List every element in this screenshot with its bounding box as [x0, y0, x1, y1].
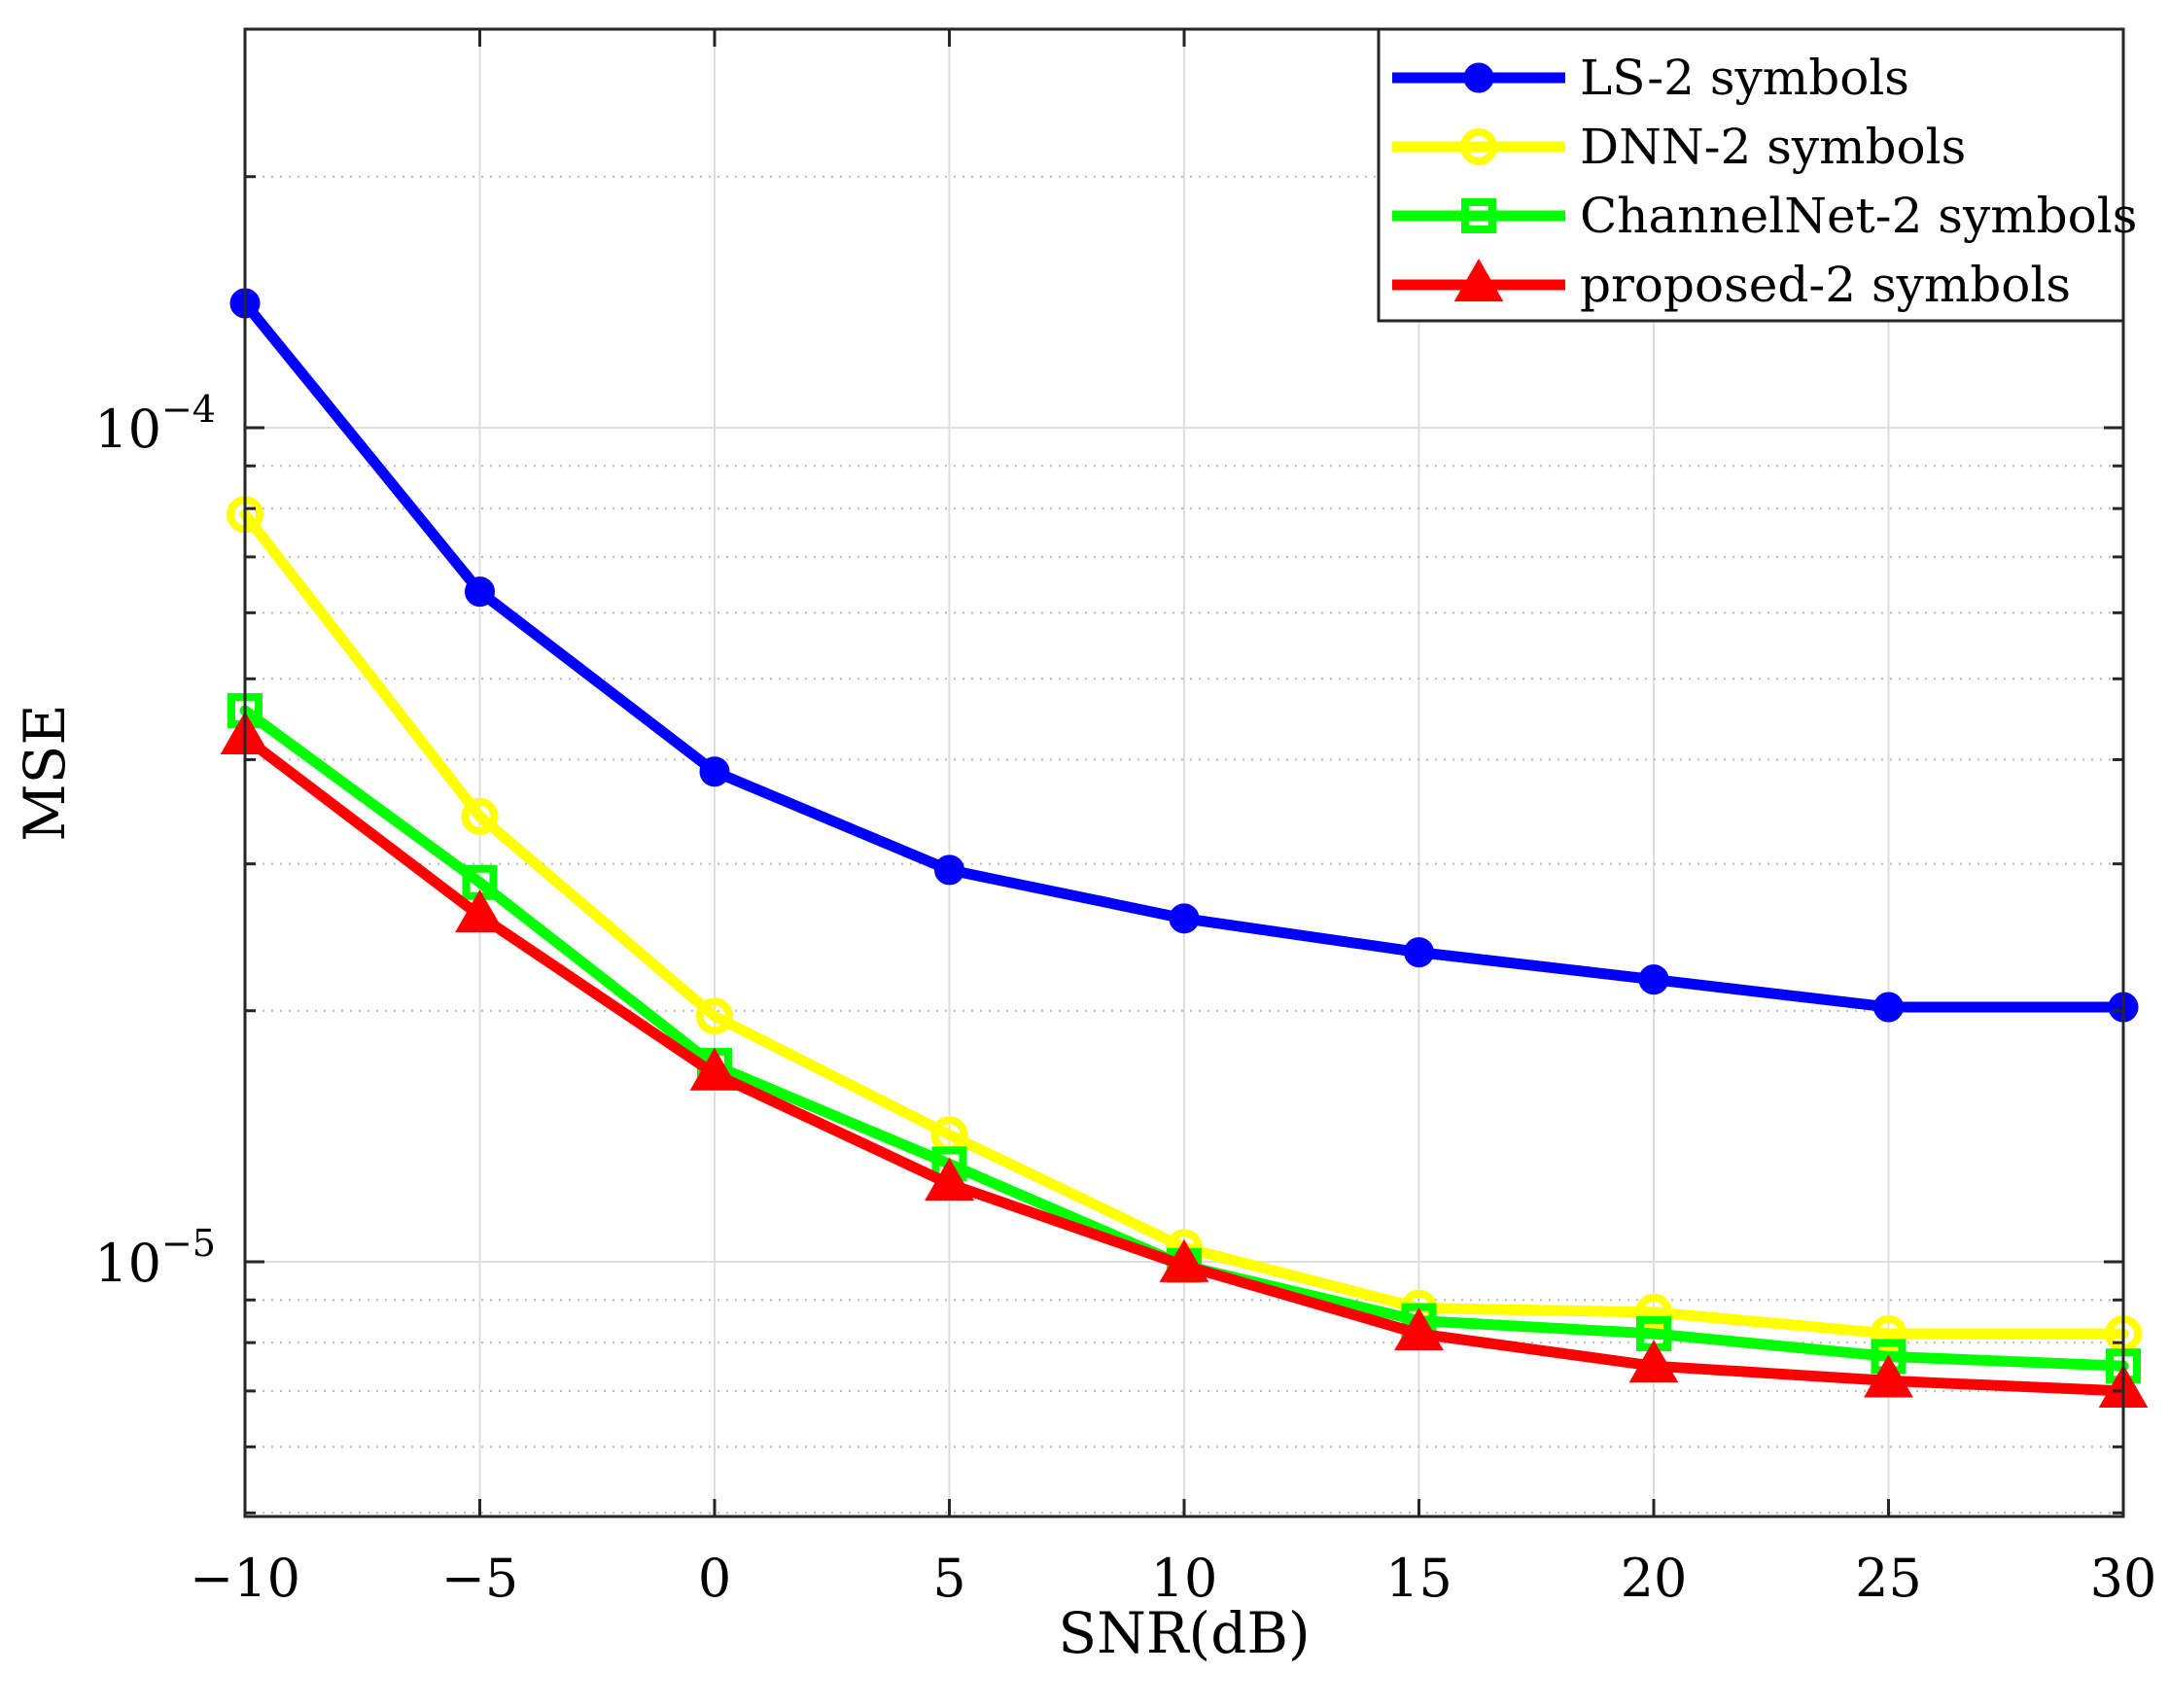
x-tick-label: 20 — [1621, 1548, 1688, 1609]
data-point — [689, 1047, 740, 1091]
data-point — [1873, 992, 1904, 1023]
data-point — [461, 797, 499, 835]
legend-label: proposed-2 symbols — [1580, 257, 2071, 313]
y-axis-title: MSE — [12, 704, 78, 841]
data-point — [1404, 937, 1434, 968]
y-tick-label: 10−4 — [94, 388, 216, 460]
legend-entry: DNN-2 symbols — [1392, 119, 1966, 175]
x-tick-label: 5 — [932, 1548, 965, 1609]
data-point — [465, 576, 495, 608]
data-point — [1638, 964, 1669, 995]
x-tick-label: 25 — [1855, 1548, 1922, 1609]
data-point — [1870, 1314, 1907, 1352]
data-point — [1394, 1307, 1444, 1351]
x-tick-label: −10 — [190, 1548, 300, 1609]
legend-label: LS-2 symbols — [1580, 50, 1909, 106]
x-tick-label: 10 — [1151, 1548, 1218, 1609]
x-tick-labels: −10 −5 0 5 10 15 20 25 30 — [190, 1548, 2156, 1609]
data-point — [699, 756, 730, 787]
data-point — [1453, 258, 1504, 302]
y-tick-labels: 10−5 10−4 — [94, 388, 216, 1294]
x-tick-label: 0 — [698, 1548, 731, 1609]
data-point — [1460, 128, 1497, 165]
x-axis-title: SNR(dB) — [1058, 1600, 1310, 1666]
data-point — [1169, 903, 1200, 934]
data-point — [934, 854, 964, 886]
data-point — [696, 997, 733, 1035]
data-point — [1864, 1354, 1913, 1398]
data-point — [925, 1157, 974, 1201]
data-point — [1628, 1340, 1679, 1383]
x-tick-label: −5 — [441, 1548, 519, 1609]
legend-entry: proposed-2 symbols — [1392, 257, 2071, 313]
data-point — [1159, 1238, 1209, 1282]
legend-label: ChannelNet-2 symbols — [1580, 188, 2137, 244]
data-point — [455, 889, 505, 933]
y-tick-label: 10−5 — [94, 1222, 216, 1294]
data-point — [1463, 62, 1494, 93]
series-proposed-2-symbols — [220, 711, 2149, 1409]
legend-label: DNN-2 symbols — [1580, 119, 1966, 175]
legend-entry: LS-2 symbols — [1392, 50, 1909, 106]
legend-entry: ChannelNet-2 symbols — [1392, 188, 2137, 244]
legend: LS-2 symbols DNN-2 symbols ChannelNet-2 sy… — [1377, 27, 2137, 323]
data-point — [1635, 1293, 1672, 1331]
data-point — [1461, 198, 1496, 233]
x-tick-label: 30 — [2090, 1548, 2157, 1609]
series-layer — [220, 288, 2149, 1409]
series-ls-2-symbols — [229, 288, 2139, 1023]
x-tick-label: 15 — [1385, 1548, 1452, 1609]
